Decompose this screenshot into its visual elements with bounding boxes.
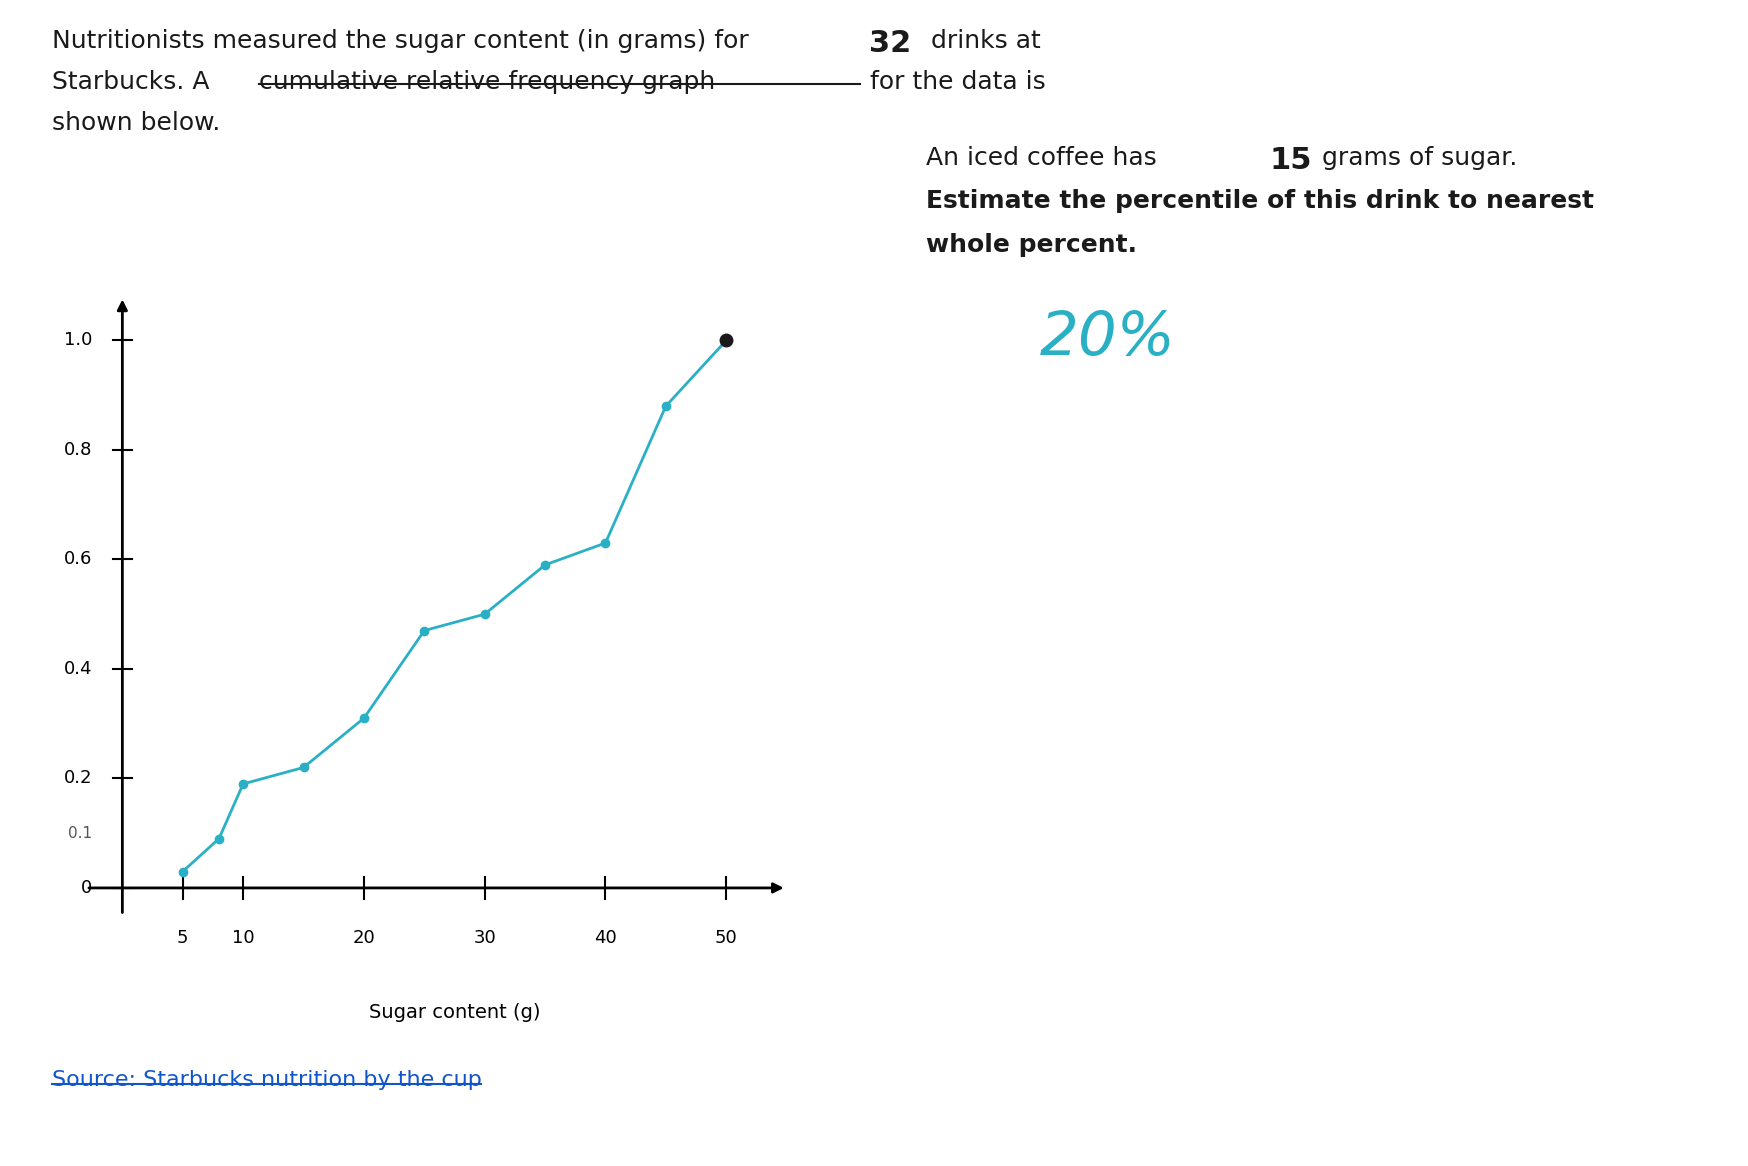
Text: 10: 10 <box>232 929 255 947</box>
Text: 1.0: 1.0 <box>63 331 93 350</box>
Text: drinks at: drinks at <box>923 29 1040 54</box>
Text: whole percent.: whole percent. <box>926 233 1138 258</box>
Text: 15: 15 <box>1269 146 1311 175</box>
Text: 20%: 20% <box>1040 309 1176 368</box>
Text: 32: 32 <box>869 29 911 58</box>
Text: 0.6: 0.6 <box>63 550 93 569</box>
Text: Sugar content (g): Sugar content (g) <box>369 1004 540 1023</box>
Text: 20: 20 <box>353 929 376 947</box>
Text: An iced coffee has: An iced coffee has <box>926 146 1166 170</box>
Text: for the data is: for the data is <box>862 70 1045 94</box>
Text: 0.2: 0.2 <box>63 770 93 787</box>
Text: 30: 30 <box>474 929 496 947</box>
Text: 5: 5 <box>177 929 189 947</box>
Text: 40: 40 <box>594 929 617 947</box>
Text: Nutritionists measured the sugar content (in grams) for: Nutritionists measured the sugar content… <box>52 29 757 54</box>
Text: Starbucks. A: Starbucks. A <box>52 70 218 94</box>
Text: 0.8: 0.8 <box>63 441 93 459</box>
Text: shown below.: shown below. <box>52 111 220 135</box>
Text: 0.1: 0.1 <box>68 826 93 841</box>
Text: Estimate the percentile of this drink to nearest: Estimate the percentile of this drink to… <box>926 189 1594 213</box>
Text: 50: 50 <box>715 929 738 947</box>
Text: Source: Starbucks nutrition by the cup: Source: Starbucks nutrition by the cup <box>52 1070 482 1090</box>
Text: grams of sugar.: grams of sugar. <box>1314 146 1517 170</box>
Text: 0: 0 <box>80 879 93 897</box>
Text: 0.4: 0.4 <box>63 660 93 677</box>
Text: cumulative relative frequency graph: cumulative relative frequency graph <box>259 70 715 94</box>
